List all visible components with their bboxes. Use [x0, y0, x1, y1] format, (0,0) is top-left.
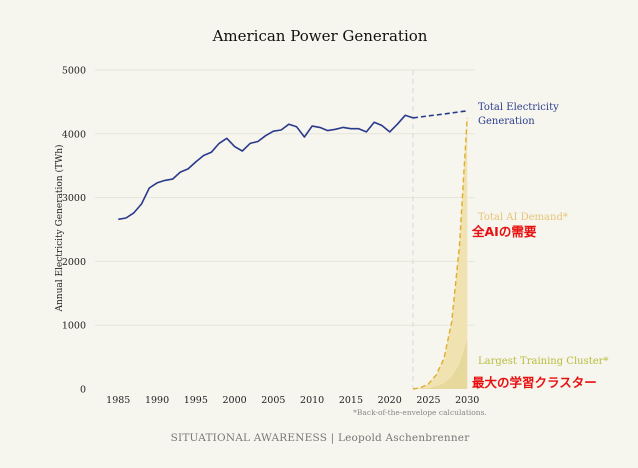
series-lines	[118, 110, 468, 390]
x-tick-2005: 2005	[261, 395, 285, 406]
y-axis-ticks: 0 1000 2000 3000 4000 5000	[62, 66, 86, 396]
y-tick-4000: 4000	[62, 129, 86, 140]
x-tick-1985: 1985	[106, 395, 130, 406]
ai-demand-label-japanese: 全AIの需要	[471, 224, 537, 239]
x-tick-2020: 2020	[378, 395, 402, 406]
footnote: *Back-of-the-envelope calculations.	[353, 408, 487, 417]
total-generation-label: Total Electricity Generation	[478, 102, 562, 127]
x-tick-2000: 2000	[222, 395, 246, 406]
x-axis-ticks: 1985 1990 1995 2000 2005 2010 2015 2020 2025 2030	[106, 395, 479, 406]
ai-demand-area	[413, 117, 468, 390]
ai-demand-line	[412, 117, 468, 390]
y-tick-1000: 1000	[62, 321, 86, 332]
chart-title: American Power Generation	[212, 27, 428, 45]
training-cluster-label-japanese: 最大の学習クラスター	[472, 375, 597, 390]
grid-lines	[95, 69, 475, 326]
y-tick-3000: 3000	[62, 193, 86, 204]
y-axis-label: Annual Electricity Generation (TWh)	[54, 144, 65, 312]
ai-demand-areas	[413, 117, 468, 390]
y-tick-5000: 5000	[62, 66, 86, 77]
footer-credit: SITUATIONAL AWARENESS | Leopold Aschenbr…	[171, 432, 471, 445]
y-tick-0: 0	[80, 385, 86, 396]
ai-demand-label: Total AI Demand*	[478, 212, 568, 223]
training-cluster-label: Largest Training Cluster*	[478, 356, 608, 367]
total-generation-line	[118, 114, 414, 221]
x-tick-1995: 1995	[184, 395, 208, 406]
total-generation-projection-line	[412, 110, 468, 119]
x-tick-2010: 2010	[300, 395, 324, 406]
x-tick-2015: 2015	[339, 395, 363, 406]
training-cluster-area	[413, 339, 468, 389]
x-tick-2025: 2025	[416, 395, 440, 406]
y-tick-2000: 2000	[62, 257, 86, 268]
x-tick-2030: 2030	[455, 395, 479, 406]
x-tick-1990: 1990	[145, 395, 169, 406]
